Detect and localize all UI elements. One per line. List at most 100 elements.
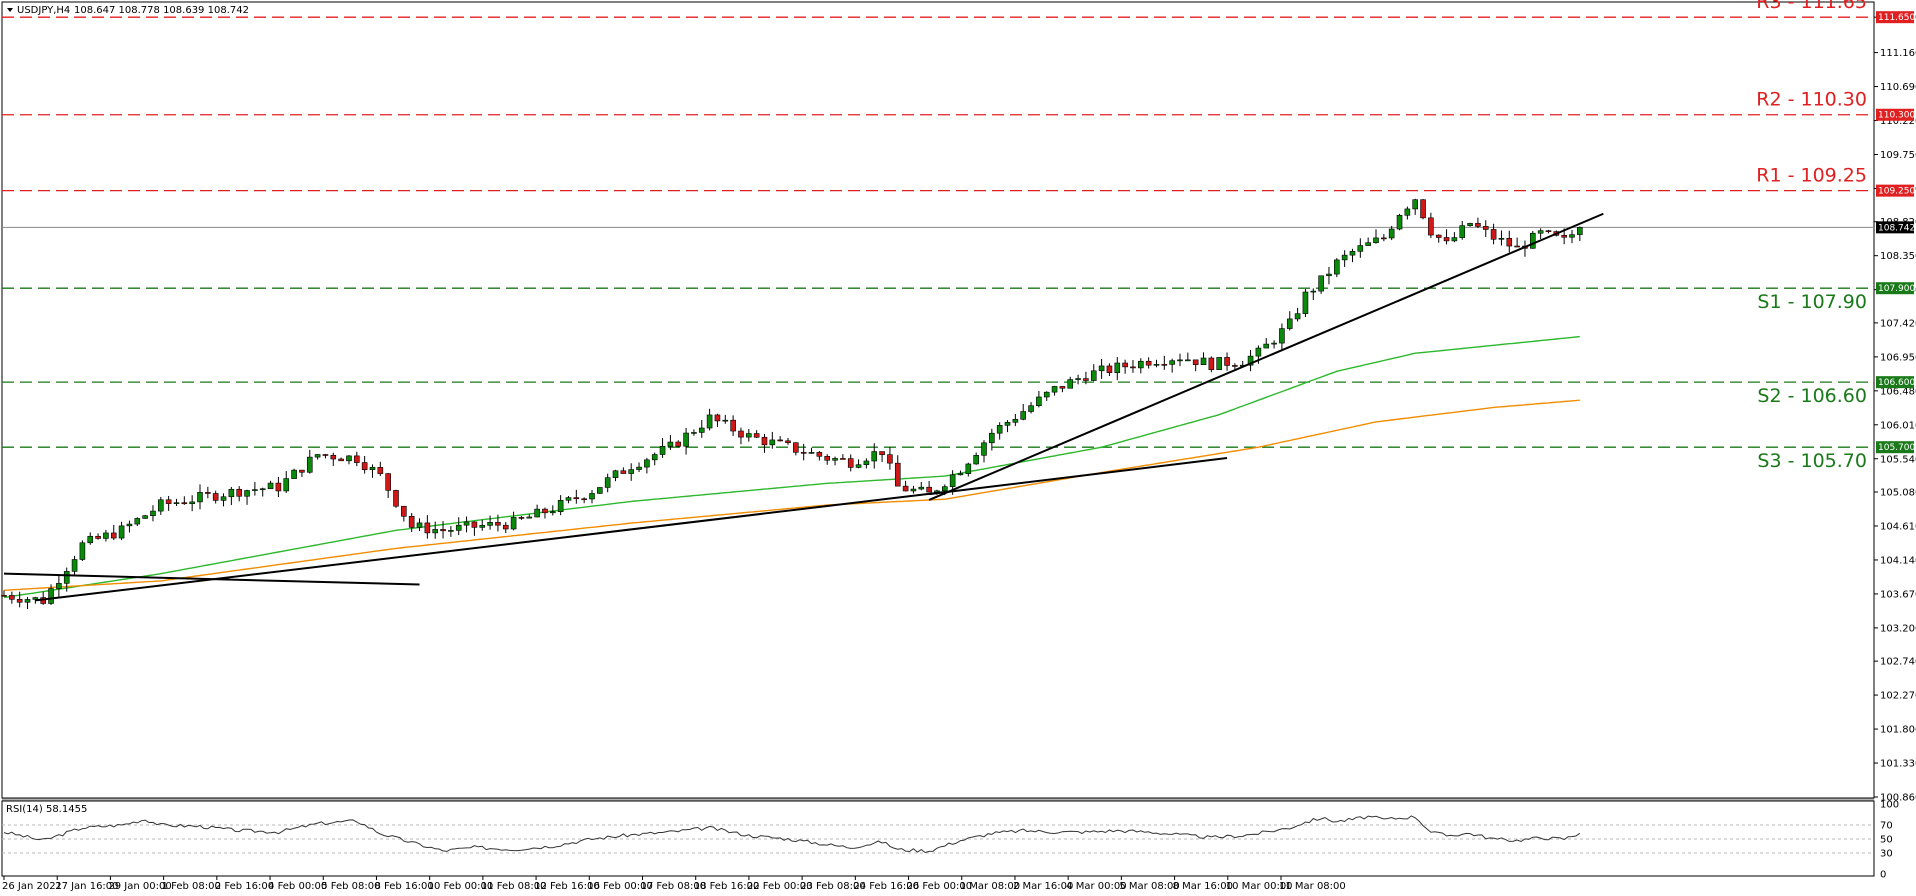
candle-body: [377, 467, 384, 474]
candle-body: [205, 492, 211, 494]
candle-body: [63, 571, 70, 584]
level-label-r3: R3 - 111.65: [1756, 0, 1867, 13]
candle-body: [173, 502, 180, 504]
candle-body: [87, 535, 94, 544]
candle-body: [910, 488, 917, 492]
candles: [1, 198, 1583, 610]
level-price-box: [1876, 11, 1914, 24]
candle-body: [9, 595, 15, 600]
candle-body: [1192, 359, 1199, 366]
price-tick-label: 105.540: [1880, 454, 1916, 465]
candle-body: [1326, 273, 1332, 277]
level-label-s2: S2 - 106.60: [1757, 385, 1867, 407]
candle-body: [353, 455, 360, 463]
candle-body: [291, 469, 297, 479]
candle-body: [1459, 225, 1466, 238]
rsi-tick-label: 0: [1880, 870, 1886, 881]
candle-body: [730, 419, 736, 432]
level-price-box-label: 111.650: [1878, 13, 1915, 23]
candle-body: [1475, 223, 1481, 227]
candle-body: [142, 515, 148, 519]
candle-body: [840, 458, 846, 460]
time-tick-label: 27 Jan 16:00: [55, 881, 118, 892]
candle-body: [1506, 238, 1513, 247]
level-price-box-label: 107.900: [1878, 284, 1915, 294]
candle-body: [1467, 223, 1473, 226]
candle-body: [777, 439, 783, 442]
main-panel-frame: [1, 1, 1875, 799]
candle-body: [1294, 313, 1301, 320]
candle-body: [738, 430, 744, 438]
candle-body: [1451, 237, 1458, 242]
time-tick-label: 11 Feb 08:00: [481, 881, 547, 892]
candle-body: [479, 525, 486, 528]
candle-body: [1396, 214, 1403, 230]
time-tick-label: 16 Feb 00:00: [587, 881, 653, 892]
candle-body: [1357, 245, 1364, 252]
symbol-header: USDJPY,H4: [17, 5, 70, 16]
candle-body: [1028, 405, 1034, 412]
level-label-r2: R2 - 110.30: [1756, 89, 1867, 111]
candle-body: [981, 442, 987, 456]
time-tick-label: 8 Mar 16:00: [1173, 881, 1233, 892]
candle-body: [941, 486, 948, 492]
candle-body: [369, 467, 376, 471]
candle-body: [549, 511, 556, 514]
price-tick-label: 106.010: [1880, 420, 1916, 431]
candle-body: [165, 499, 172, 504]
time-tick-label: 4 Mar 00:00: [1066, 881, 1126, 892]
candle-body: [1153, 364, 1160, 366]
trendlines[interactable]: [3, 212, 1604, 602]
candle-body: [1514, 245, 1520, 248]
time-tick-label: 5 Feb 08:00: [321, 881, 380, 892]
candle-body: [581, 498, 587, 501]
candle-body: [134, 518, 141, 525]
level-price-box: [1876, 108, 1914, 121]
candle-body: [1577, 227, 1583, 235]
candle-body: [1569, 234, 1575, 238]
level-price-box-label: 110.300: [1878, 111, 1915, 121]
candle-body: [314, 454, 321, 458]
candle-body: [1208, 357, 1215, 370]
candle-body: [1420, 199, 1426, 219]
candle-body: [620, 470, 627, 474]
candle-body: [800, 452, 807, 454]
candle-body: [1388, 228, 1395, 239]
candle-body: [1098, 365, 1105, 372]
candle-body: [283, 478, 290, 492]
trendline[interactable]: [928, 212, 1604, 501]
candle-body: [252, 489, 258, 491]
candle-body: [785, 440, 791, 444]
symbol-dropdown-icon[interactable]: [7, 8, 13, 12]
candle-body: [855, 464, 862, 468]
candle-body: [1138, 360, 1144, 369]
trendline[interactable]: [35, 491, 945, 602]
candle-body: [753, 433, 760, 438]
candle-body: [1004, 422, 1011, 426]
candle-body: [212, 493, 219, 501]
candle-body: [949, 474, 956, 487]
candle-body: [1255, 347, 1262, 357]
candle-body: [432, 529, 439, 534]
price-tick-label: 103.670: [1880, 589, 1916, 600]
price-tick-label: 107.420: [1880, 318, 1916, 329]
candle-body: [957, 473, 964, 476]
candle-body: [871, 451, 878, 462]
candle-body: [1545, 230, 1552, 232]
candle-body: [996, 425, 1003, 434]
candle-body: [612, 470, 619, 478]
price-tick-label: 106.480: [1880, 386, 1916, 397]
candle-body: [589, 493, 595, 500]
candle-body: [1310, 290, 1317, 293]
candle-body: [510, 517, 517, 530]
rsi-tick-label: 70: [1880, 821, 1893, 832]
candle-body: [118, 525, 125, 539]
level-label-s1: S1 - 107.90: [1757, 291, 1867, 313]
moving-averages: [3, 335, 1580, 599]
trendline[interactable]: [928, 457, 1228, 496]
level-price-box-label: 106.600: [1878, 378, 1915, 388]
candle-body: [463, 521, 470, 526]
